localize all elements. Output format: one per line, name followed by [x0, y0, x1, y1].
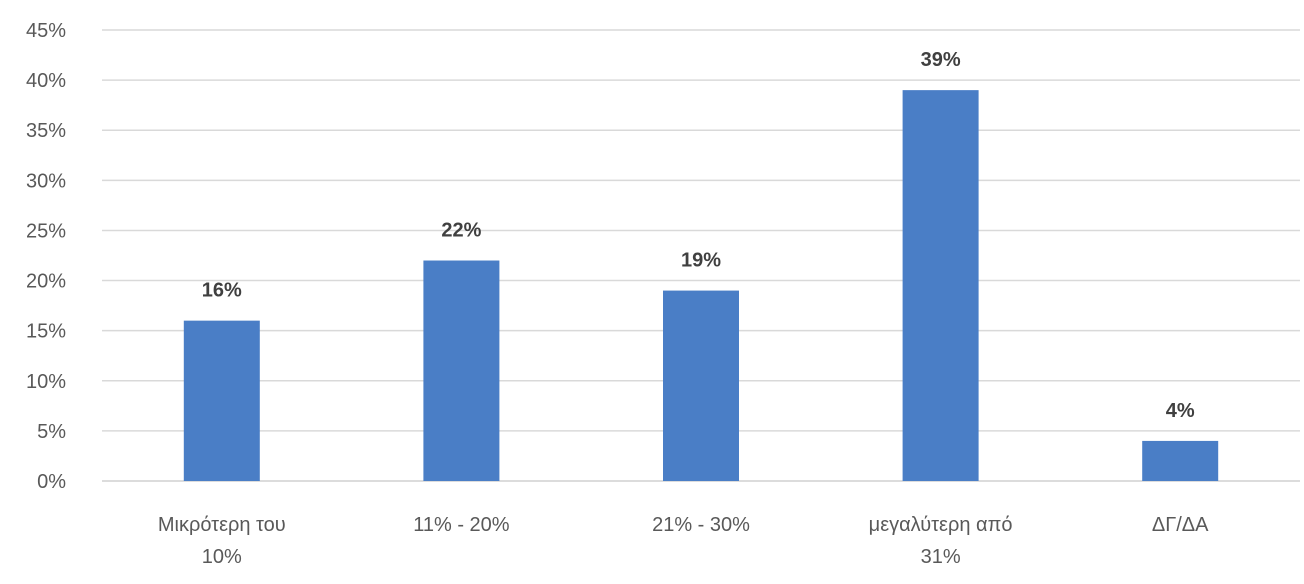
y-tick-label: 45% — [26, 20, 66, 42]
x-category-label: ΔΓ/ΔΑ — [1152, 514, 1209, 536]
data-labels: 16% 22% 19% 39% 4% — [202, 49, 1195, 422]
x-category-label-line: Μικρότερη του — [158, 514, 286, 536]
bar — [1142, 440, 1219, 481]
x-category-label-line: μεγαλύτερη από — [869, 514, 1013, 536]
gridlines — [102, 29, 1300, 482]
y-tick-label: 10% — [26, 371, 66, 393]
x-category-label-line: 21% - 30% — [652, 514, 750, 536]
y-tick-label: 30% — [26, 170, 66, 192]
x-category-label: 11% - 20% — [413, 514, 510, 536]
x-category-label: μεγαλύτερη από 31% — [869, 514, 1013, 568]
data-label: 22% — [441, 220, 481, 242]
y-tick-label: 15% — [26, 321, 66, 343]
x-axis-category-labels: Μικρότερη του 10% 11% - 20% 21% - 30% μεγαλύ… — [158, 514, 1209, 568]
x-category-label: Μικρότερη του 10% — [158, 514, 286, 568]
data-label: 39% — [921, 49, 961, 71]
data-label: 16% — [202, 280, 242, 302]
x-category-label: 21% - 30% — [652, 514, 750, 536]
y-tick-label: 40% — [26, 70, 66, 92]
bar — [663, 290, 739, 481]
y-tick-label: 5% — [37, 421, 66, 443]
bar — [902, 90, 979, 481]
y-tick-label: 25% — [26, 220, 66, 242]
x-category-label-line: ΔΓ/ΔΑ — [1152, 514, 1209, 536]
y-tick-label: 0% — [37, 471, 66, 493]
data-label: 4% — [1166, 400, 1195, 422]
x-category-label-line: 10% — [202, 546, 242, 568]
bars — [183, 90, 1219, 481]
data-label: 19% — [681, 250, 721, 272]
y-tick-label: 35% — [26, 120, 66, 142]
bar — [183, 320, 260, 481]
y-tick-label: 20% — [26, 271, 66, 293]
x-category-label-line: 11% - 20% — [413, 514, 510, 536]
x-category-label-line: 31% — [921, 546, 961, 568]
bar — [423, 260, 500, 481]
y-axis-tick-labels: 0% 5% 10% 15% 20% 25% 30% 35% 40% 45% — [26, 20, 66, 493]
